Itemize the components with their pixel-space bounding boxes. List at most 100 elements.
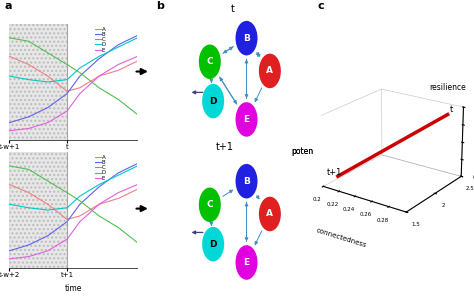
D (26, 78, 31, 81)
B (135, 162, 140, 165)
E (77, 92, 83, 95)
A (45, 203, 51, 206)
Line: E: E (9, 56, 137, 131)
D (64, 78, 70, 81)
Text: b: b (156, 1, 164, 11)
D (96, 183, 102, 186)
E (45, 121, 51, 125)
C (64, 191, 70, 195)
Circle shape (259, 197, 281, 231)
E (26, 127, 31, 130)
D (96, 55, 102, 58)
Line: D: D (9, 38, 137, 82)
Circle shape (202, 84, 224, 118)
Text: E: E (244, 258, 250, 267)
Line: C: C (9, 38, 137, 114)
Text: potential: potential (291, 148, 325, 156)
D (135, 164, 140, 168)
C (77, 199, 83, 203)
Text: E: E (244, 115, 250, 124)
A (135, 59, 140, 63)
B (77, 203, 83, 206)
D (26, 206, 31, 209)
C (7, 164, 12, 168)
C (45, 51, 51, 55)
Circle shape (236, 245, 257, 280)
Circle shape (236, 164, 257, 198)
C (96, 86, 102, 89)
B (7, 121, 12, 125)
C (26, 167, 31, 171)
A (7, 183, 12, 186)
C (135, 113, 140, 116)
C (77, 71, 83, 74)
Text: C: C (207, 200, 213, 209)
Legend: A, B, C, D, E: A, B, C, D, E (93, 24, 108, 55)
Text: B: B (243, 177, 250, 186)
D (45, 80, 51, 84)
Bar (9, 24, 67, 140)
Circle shape (259, 54, 281, 88)
Line: C: C (9, 166, 137, 243)
Legend: A, B, C, D, E: A, B, C, D, E (93, 153, 108, 183)
C (135, 241, 140, 244)
Circle shape (236, 102, 257, 137)
E (64, 109, 70, 113)
Text: A: A (266, 66, 273, 75)
B (26, 115, 31, 119)
D (45, 208, 51, 212)
X-axis label: time: time (65, 284, 82, 293)
A (64, 218, 70, 221)
A (116, 69, 121, 72)
Text: t: t (230, 4, 234, 15)
A (96, 203, 102, 206)
E (26, 255, 31, 258)
A (45, 74, 51, 78)
E (116, 191, 121, 195)
C (64, 63, 70, 66)
Circle shape (202, 227, 224, 261)
Line: A: A (9, 56, 137, 91)
Text: c: c (318, 1, 324, 11)
Text: D: D (210, 97, 217, 105)
Text: A: A (266, 209, 273, 218)
B (64, 92, 70, 95)
E (135, 183, 140, 186)
B (64, 220, 70, 224)
C (96, 214, 102, 218)
Bar (9, 152, 67, 268)
Line: D: D (9, 166, 137, 210)
C (45, 179, 51, 183)
A (26, 63, 31, 66)
E (116, 63, 121, 66)
E (7, 129, 12, 133)
B (116, 171, 121, 175)
B (96, 57, 102, 60)
E (64, 237, 70, 241)
E (45, 249, 51, 253)
Text: a: a (5, 1, 12, 11)
Line: B: B (9, 35, 137, 123)
C (116, 97, 121, 101)
A (64, 89, 70, 93)
Text: potential: potential (291, 148, 325, 156)
D (116, 45, 121, 49)
Bar (9, 24, 67, 140)
C (26, 39, 31, 43)
Text: t+1: t+1 (216, 142, 234, 152)
Text: D: D (210, 240, 217, 249)
A (116, 197, 121, 200)
Text: C: C (207, 57, 213, 66)
B (96, 185, 102, 189)
E (77, 220, 83, 224)
A (7, 55, 12, 58)
A (135, 187, 140, 191)
D (77, 194, 83, 198)
Circle shape (199, 44, 221, 79)
Line: E: E (9, 184, 137, 259)
Line: B: B (9, 164, 137, 251)
D (116, 173, 121, 177)
A (77, 86, 83, 89)
D (7, 74, 12, 78)
E (7, 257, 12, 261)
